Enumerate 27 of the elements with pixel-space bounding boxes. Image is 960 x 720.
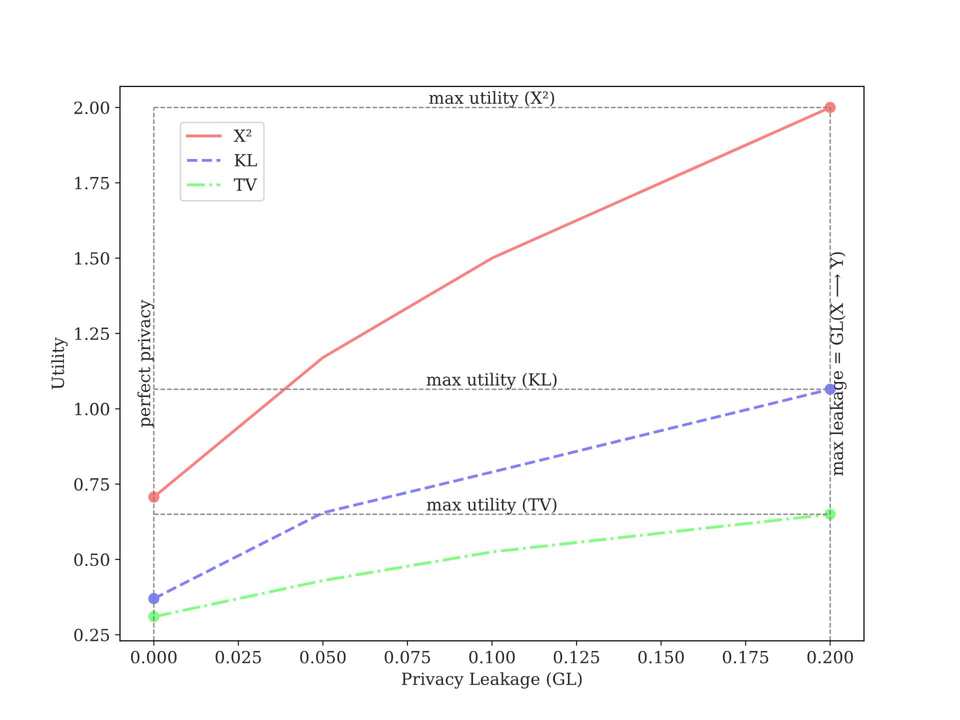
legend-label: KL	[234, 154, 257, 166]
y-tick-label: 1.75	[75, 176, 109, 190]
y-axis-title: Utility	[51, 337, 68, 390]
x-tick-label: 0.150	[638, 650, 684, 664]
x-tick-label: 0.100	[469, 650, 515, 664]
ref-line-label: max utility (TV)	[426, 498, 556, 514]
x-tick-label: 0.050	[300, 650, 346, 664]
x-axis-title: Privacy Leakage (GL)	[402, 672, 582, 689]
legend-label: X²	[234, 129, 252, 142]
x-tick-label: 0.025	[216, 650, 261, 664]
x-tick-label: 0.075	[384, 650, 430, 664]
y-tick-label: 1.25	[75, 327, 109, 340]
x-tick-label: 0.200	[807, 650, 853, 664]
ref-line-label: max utility (KL)	[426, 372, 557, 390]
legend-label: TV	[234, 178, 258, 191]
y-tick-label: 1.00	[75, 402, 110, 416]
ref-line-label: max leakage = GL(X ⟶ Y)	[830, 252, 847, 476]
y-tick-label: 0.50	[74, 553, 110, 566]
x-tick-label: 0.000	[131, 650, 177, 664]
y-tick-label: 1.50	[75, 252, 110, 265]
x-tick-label: 0.125	[554, 650, 600, 664]
ref-line-label: perfect privacy	[137, 300, 154, 428]
y-tick-label: 0.75	[74, 478, 109, 491]
y-tick-label: 2.00	[74, 101, 110, 114]
ref-line-label: max utility (X²)	[429, 91, 554, 108]
y-tick-label: 0.25	[74, 628, 109, 642]
x-tick-label: 0.175	[722, 650, 768, 664]
